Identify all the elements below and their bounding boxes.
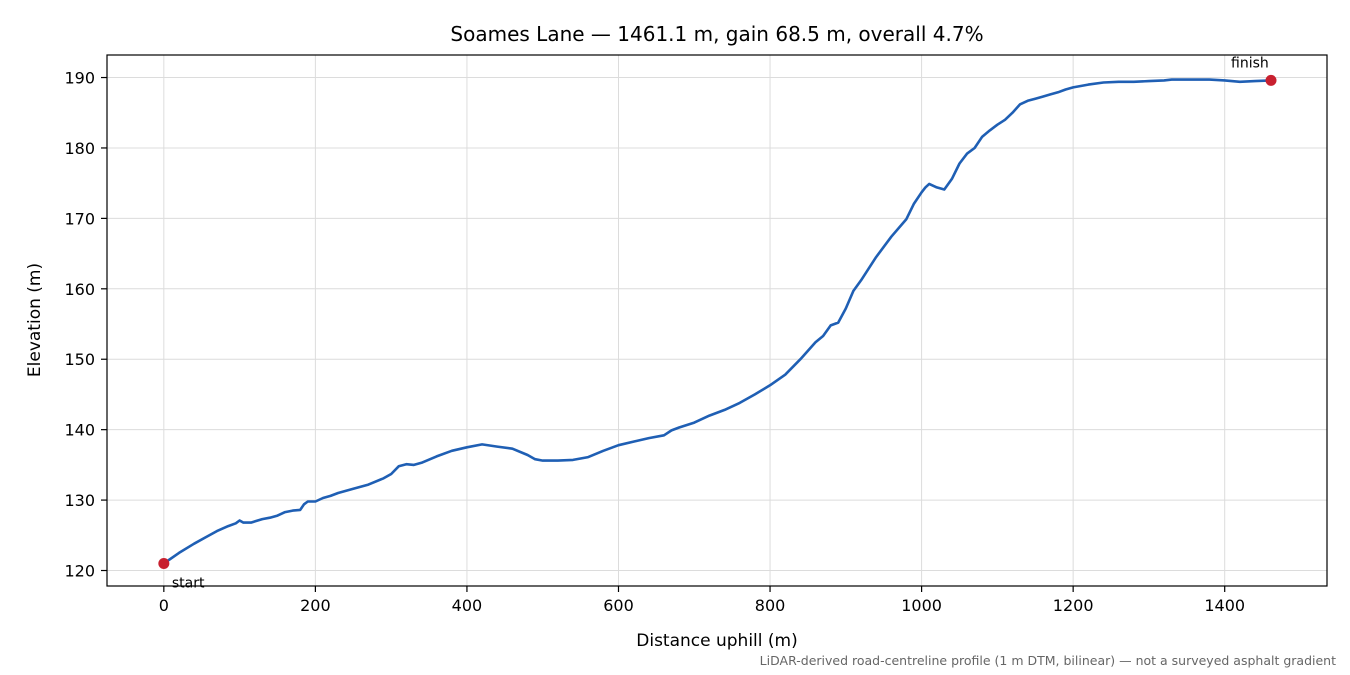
grid bbox=[107, 55, 1327, 586]
finish-marker bbox=[1265, 74, 1277, 86]
y-tick-label: 140 bbox=[64, 421, 95, 440]
x-tick-label: 1200 bbox=[1053, 596, 1094, 615]
x-tick-label: 400 bbox=[452, 596, 483, 615]
footnote: LiDAR-derived road-centreline profile (1… bbox=[760, 653, 1336, 668]
x-tick-label: 0 bbox=[159, 596, 169, 615]
elevation-series-line bbox=[162, 78, 1273, 565]
y-tick-label: 120 bbox=[64, 562, 95, 581]
y-tick-label: 160 bbox=[64, 280, 95, 299]
y-tick-label: 180 bbox=[64, 139, 95, 158]
chart-title: Soames Lane — 1461.1 m, gain 68.5 m, ove… bbox=[450, 22, 983, 46]
y-tick-label: 130 bbox=[64, 491, 95, 510]
y-tick-label: 190 bbox=[64, 69, 95, 88]
x-tick-label: 600 bbox=[603, 596, 634, 615]
x-axis-label: Distance uphill (m) bbox=[636, 631, 797, 651]
finish-label: finish bbox=[1231, 55, 1269, 71]
start-label: start bbox=[172, 575, 205, 591]
plot-frame bbox=[106, 54, 1328, 587]
x-tick-label: 1400 bbox=[1204, 596, 1245, 615]
axis-ticks: 0 200 400 600 800 1000 1200 1400 120 130 140 150 160… bbox=[64, 69, 1245, 615]
plot-area: start finish bbox=[158, 55, 1277, 591]
y-tick-label: 170 bbox=[64, 209, 95, 228]
x-tick-label: 800 bbox=[755, 596, 786, 615]
x-tick-label: 200 bbox=[300, 596, 331, 615]
x-tick-label: 1000 bbox=[901, 596, 942, 615]
y-tick-label: 150 bbox=[64, 350, 95, 369]
start-marker bbox=[158, 557, 170, 569]
y-axis-label: Elevation (m) bbox=[25, 263, 45, 377]
